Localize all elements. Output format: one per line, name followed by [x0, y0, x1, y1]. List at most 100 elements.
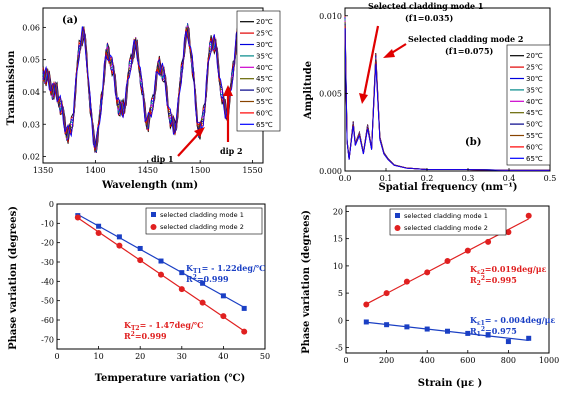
panel-c-frame [56, 203, 266, 350]
panel-d-legend-box [389, 208, 507, 236]
panel-c-legend-marker-mode2 [150, 224, 157, 230]
panel-c-point-mode1 [200, 280, 206, 286]
panel-c-point-mode2 [220, 313, 227, 320]
panel-c-kt1-annotation: KT1= - 1.22deg/℃ [186, 263, 266, 275]
panel-d-data-points [363, 212, 532, 345]
panel-a-y-tick-label: 0.02 [22, 153, 40, 162]
panel-d-legend-marker-mode1 [395, 213, 400, 218]
panel-d-y-ticks: -5 0 5 10 15 20 [333, 207, 349, 353]
panel-a-series-3 [42, 19, 256, 152]
panel-d-point-mode2 [464, 247, 471, 254]
panel-a-x-tick-label: 1400 [85, 166, 105, 175]
panel-a-legend: 20℃ 25℃ 30℃ 35℃ 40℃ 45℃ 50℃ 55℃ 60℃ 65℃ [236, 10, 281, 132]
panel-a-series-lines [42, 16, 256, 154]
legend-label-4: 40℃ [256, 64, 273, 72]
panel-a-label: (a) [62, 15, 78, 26]
panel-c-point-mode1 [137, 245, 143, 251]
panel-c-y-axis-label: Phase variation (degrees) [8, 206, 19, 350]
panel-a-y-tick-label: 0.03 [22, 120, 40, 129]
panel-b-y-ticks: 0.000 0.005 0.010 [319, 12, 348, 176]
panel-c-r2-mode2: R2=0.999 [124, 331, 167, 341]
panel-c-y-tick-label: -60 [41, 316, 54, 325]
panel-d-point-mode1 [485, 332, 491, 338]
legend-label-5: 45℃ [256, 75, 273, 83]
panel-c-legend: selected cladding mode 1 selected claddi… [145, 207, 263, 235]
dip1-label: dip 1 [151, 154, 174, 164]
panel-d-x-tick-label: 0 [343, 356, 348, 365]
panel-d-point-mode2 [444, 257, 451, 264]
panel-d-y-tick-label: 20 [333, 207, 343, 216]
panel-c-y-tick-label: -40 [41, 277, 54, 286]
panel-c-point-mode1 [220, 293, 226, 299]
panel-c-kt2-annotation: KT2= - 1.47deg/℃ [124, 320, 204, 332]
panel-a-transmission-chart: (a) 1350 1400 1450 1500 1550 0.020.030.040.0… [6, 7, 281, 191]
panel-d-point-mode2 [363, 301, 370, 308]
panel-b-x-tick-label: 0.5 [544, 174, 557, 183]
panel-d-legend-marker-mode2 [394, 225, 401, 231]
panel-d-point-mode1 [505, 339, 511, 345]
panel-c-point-mode2 [199, 299, 206, 306]
panel-c-point-mode2 [241, 328, 248, 335]
panel-c-legend-box [145, 207, 263, 235]
legend-label-8: 60℃ [256, 109, 273, 117]
mode1-arrow-head [359, 93, 368, 104]
legend-label-1: 25℃ [256, 30, 273, 38]
panel-d-point-mode2 [383, 290, 390, 297]
panel-d-x-tick-label: 400 [420, 356, 435, 365]
panel-c-r2-mode1: R2=0.999 [186, 274, 229, 284]
panel-a-series-2 [42, 18, 256, 153]
panel-b-legend: 20℃ 25℃ 30℃ 35℃ 40℃ 45℃ 50℃ 55℃ 60℃ 65℃ [506, 44, 551, 166]
panel-b-x-tick-label: 0.2 [421, 174, 434, 183]
panel-b-x-axis-label: Spatial frequency (nm⁻¹) [378, 182, 517, 193]
panel-b-y-tick-label: 0.010 [319, 12, 342, 21]
panel-c-point-mode1 [116, 234, 122, 240]
panel-a-x-axis-label: Wavelength (nm) [101, 180, 198, 191]
panel-d-point-mode1 [465, 330, 471, 336]
panel-c-point-mode2 [74, 214, 81, 221]
legend-label-6: 50℃ [526, 121, 543, 129]
panel-c-x-axis-label: Temperature variation (℃) [95, 373, 245, 384]
panel-c-x-tick-label: 40 [218, 352, 228, 361]
panel-d-y-axis-label: Phase variation (degrees) [301, 210, 312, 354]
panel-c-x-tick-label: 30 [177, 352, 187, 361]
dip1-arrow-line [177, 131, 201, 157]
panel-b-y-tick-label: 0.005 [319, 89, 342, 98]
legend-label-0: 20℃ [526, 52, 543, 60]
panel-a-series-0 [42, 16, 256, 153]
panel-a-y-tick-label: 0.04 [22, 88, 40, 97]
panel-c-y-tick-label: -50 [41, 297, 54, 306]
panel-d-legend-mode1: selected cladding mode 1 [404, 212, 488, 220]
panel-c-point-mode2 [137, 257, 144, 264]
legend-label-5: 45℃ [526, 109, 543, 117]
panel-c-legend-mode2: selected cladding mode 2 [160, 223, 244, 231]
panel-b-amplitude-chart: (b) 0.0 0.1 0.2 0.3 0.4 0.5 0.000 0.005 0.010 S… [303, 1, 556, 193]
panel-d-y-tick-label: -5 [335, 344, 343, 353]
panel-a-x-tick-label: 1500 [190, 166, 210, 175]
panel-b-x-tick-label: 0.4 [503, 174, 516, 183]
legend-label-7: 55℃ [256, 98, 273, 106]
legend-label-3: 35℃ [256, 52, 273, 60]
legend-label-0: 20℃ [256, 18, 273, 26]
legend-label-3: 35℃ [526, 86, 543, 94]
panel-b-label: (b) [465, 137, 481, 148]
panel-d-x-ticks: 0 200 400 600 800 1000 [343, 350, 559, 365]
panel-d-point-mode2 [403, 278, 410, 285]
panel-b-y-tick-label: 0.000 [319, 167, 342, 176]
panel-a-y-tick-label: 0.05 [22, 56, 40, 65]
panel-c-y-tick-label: -20 [41, 239, 54, 248]
panel-d-point-mode2 [485, 238, 492, 245]
panel-c-y-tick-label: 0 [49, 200, 54, 209]
panel-a-y-axis-label: Transmission [6, 50, 17, 125]
legend-label-2: 30℃ [256, 41, 273, 49]
panel-b-x-tick-label: 0.0 [339, 174, 352, 183]
legend-label-7: 55℃ [526, 132, 543, 140]
temperature-legend-box [236, 10, 281, 132]
dip2-label: dip 2 [220, 146, 243, 156]
panel-c-point-mode1 [158, 258, 164, 264]
panel-d-y-tick-label: 0 [338, 316, 343, 325]
panel-c-point-mode1 [241, 305, 247, 311]
panel-b-x-tick-label: 0.1 [380, 174, 393, 183]
legend-label-1: 25℃ [526, 64, 543, 72]
panel-a-y-ticks: 0.02 0.03 0.04 0.05 0.06 [22, 23, 46, 162]
